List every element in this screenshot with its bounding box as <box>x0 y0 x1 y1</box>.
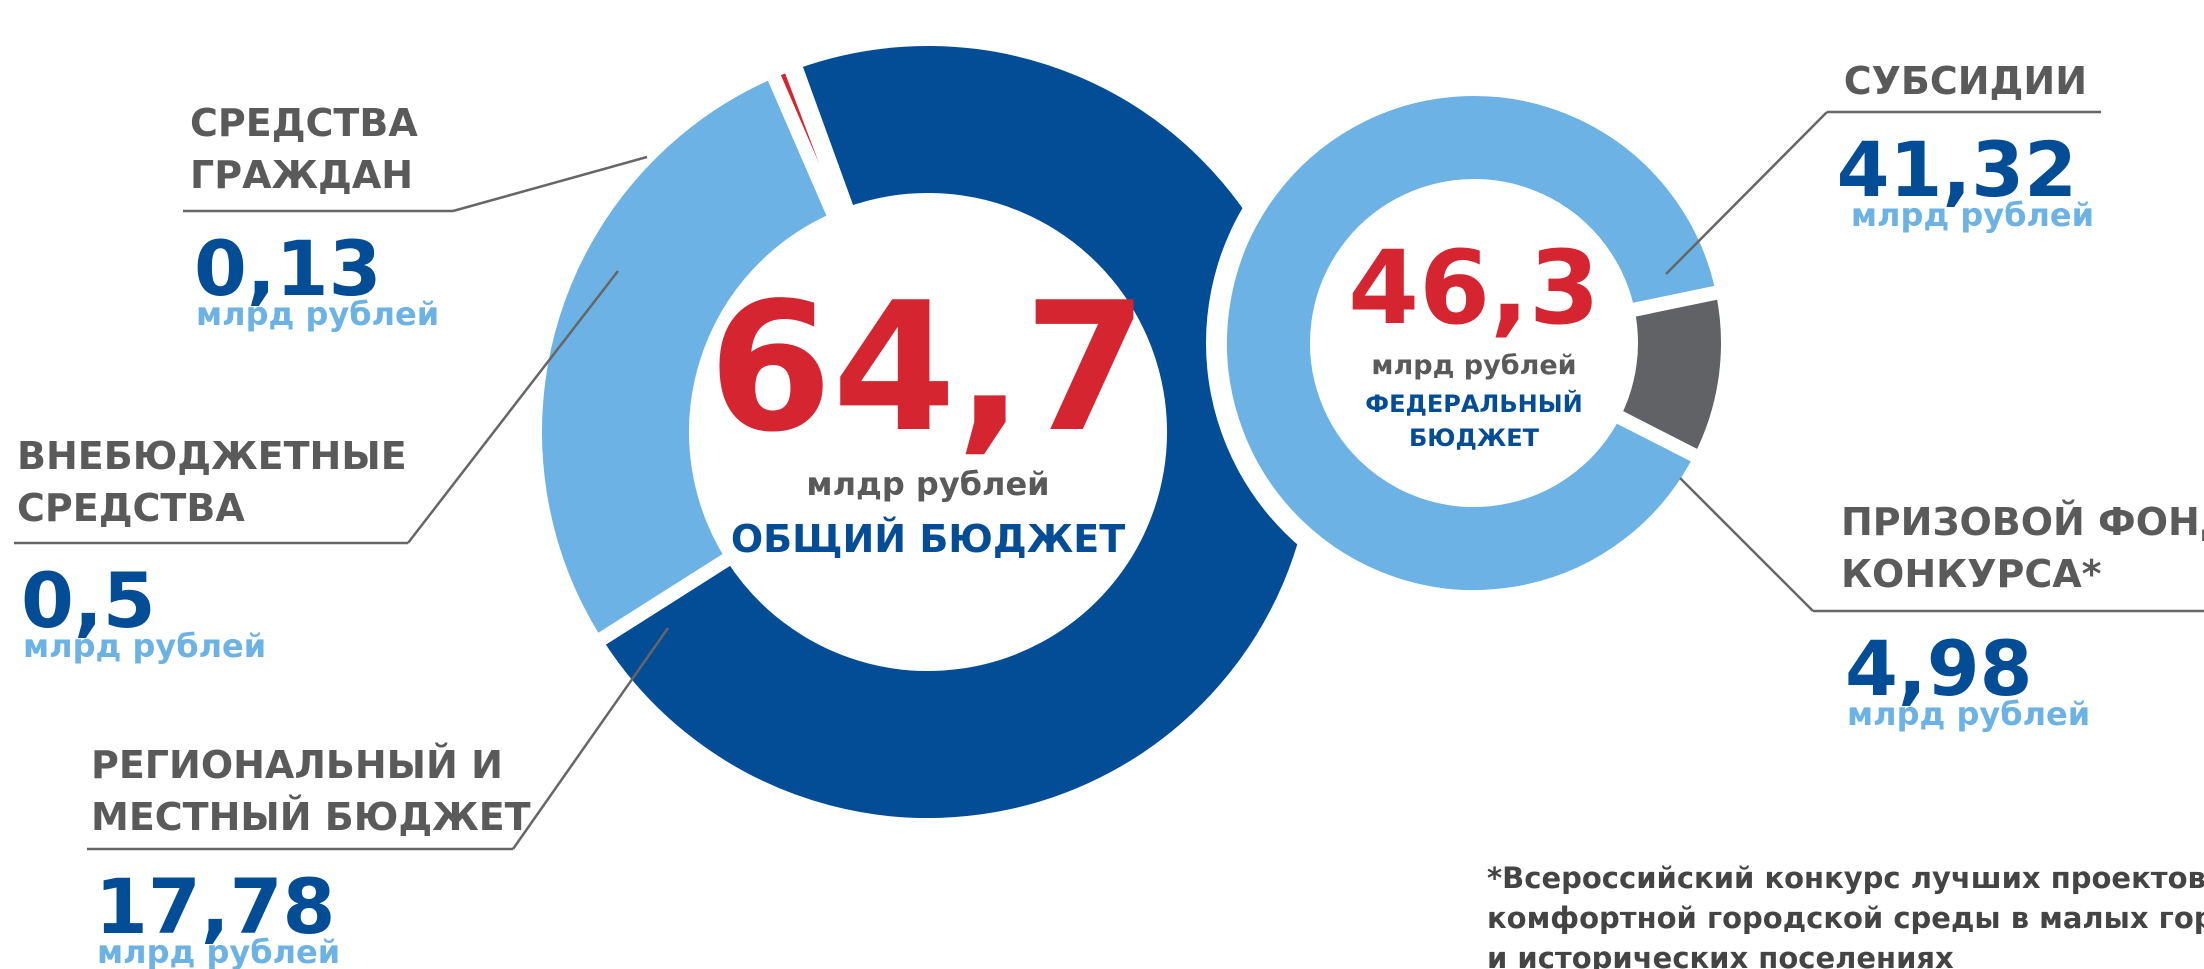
category-label: ГРАЖДАН <box>190 153 413 197</box>
donut-segment <box>528 62 845 653</box>
total-caption: БЮДЖЕТ <box>1409 424 1540 452</box>
category-label: ПРИЗОВОЙ ФОНД <box>1841 500 2204 544</box>
unit-label: млрд рублей <box>23 627 266 665</box>
total-value: 46,3 <box>1348 229 1600 348</box>
value-label: 0,5 <box>21 556 156 645</box>
category-label: СРЕДСТВА <box>190 101 418 145</box>
unit-label: млрд рублей <box>97 933 340 969</box>
total-caption: ФЕДЕРАЛЬНЫЙ <box>1365 389 1582 418</box>
leader-line <box>1679 477 1814 612</box>
category-label: РЕГИОНАЛЬНЫЙ И <box>91 743 503 787</box>
category-label: КОНКУРСА* <box>1841 552 2102 596</box>
leader-line <box>452 155 648 213</box>
category-label: СУБСИДИИ <box>1844 59 2087 103</box>
category-label: СРЕДСТВА <box>17 486 245 530</box>
donut-segment <box>1604 283 1735 468</box>
leader-line <box>407 270 619 544</box>
total-value: 64,7 <box>708 264 1147 471</box>
unit-label: млрд рублей <box>1847 695 2090 733</box>
total-unit: млдр рублей <box>806 465 1049 503</box>
leader-line <box>511 627 670 850</box>
footnote: *Всероссийский конкурс лучших проектов с… <box>1487 861 2204 895</box>
unit-label: млрд рублей <box>196 295 439 333</box>
donut-segment <box>1213 82 1731 604</box>
footnote: и исторических поселениях <box>1487 941 1954 969</box>
value-label: 4,98 <box>1845 624 2033 713</box>
value-label: 17,78 <box>95 862 335 951</box>
footnote: комфортной городской среды в малых город… <box>1487 901 2204 935</box>
category-label: ВНЕБЮДЖЕТНЫЕ <box>17 434 407 478</box>
category-label: МЕСТНЫЙ БЮДЖЕТ <box>91 795 531 839</box>
unit-label: млрд рублей <box>1851 196 2094 234</box>
total-unit: млрд рублей <box>1371 350 1576 381</box>
value-label: 41,32 <box>1837 125 2077 214</box>
donut-segment <box>780 53 858 224</box>
value-label: 0,13 <box>194 224 382 313</box>
leader-line <box>1665 111 1828 275</box>
total-caption: ОБЩИЙ БЮДЖЕТ <box>731 517 1125 561</box>
